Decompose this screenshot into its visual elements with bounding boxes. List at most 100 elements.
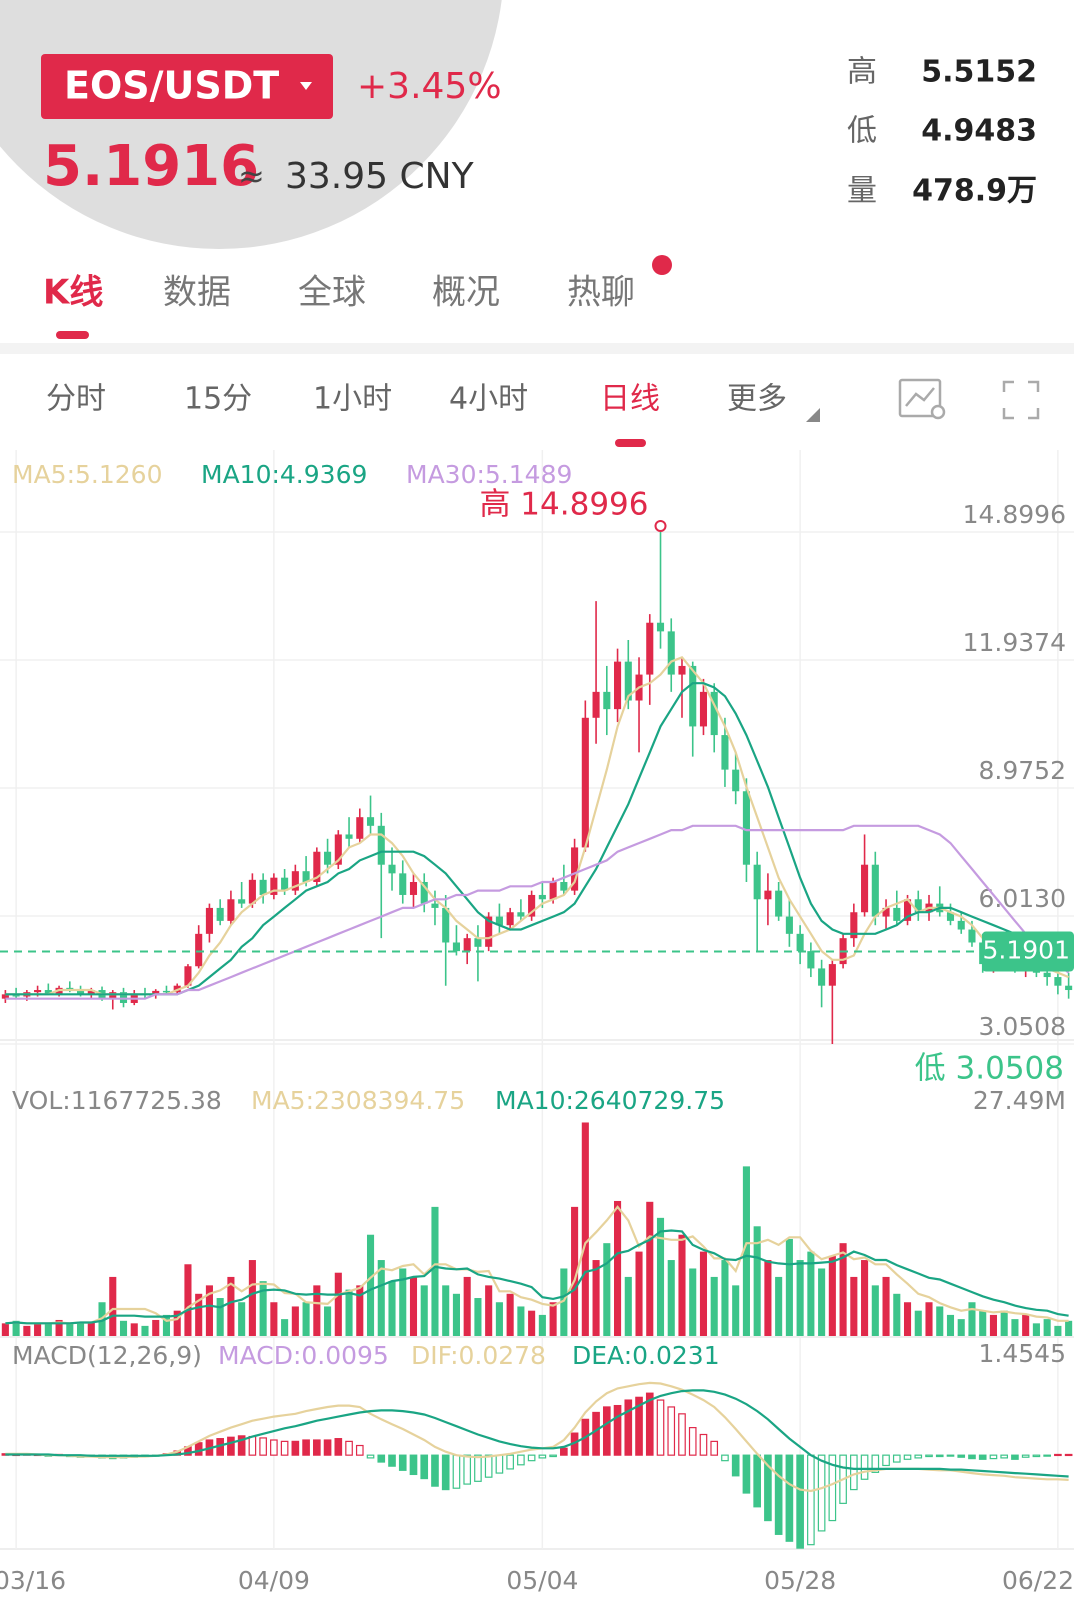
macd-bar bbox=[313, 1439, 321, 1456]
y-tick-label: 1.4545 bbox=[979, 1339, 1066, 1368]
macd-bar bbox=[355, 1444, 364, 1456]
volume-bar bbox=[259, 1281, 267, 1336]
volume-bar bbox=[764, 1260, 772, 1336]
tab-indicator bbox=[56, 331, 89, 339]
candle-body bbox=[366, 817, 375, 826]
tab[interactable]: 数据 bbox=[163, 273, 231, 313]
volume-bar bbox=[442, 1285, 450, 1336]
volume-bar bbox=[302, 1302, 310, 1336]
volume-bar bbox=[388, 1281, 396, 1336]
candle-body bbox=[560, 881, 568, 891]
y-tick-label: 11.9374 bbox=[963, 628, 1066, 657]
candle-body bbox=[495, 916, 503, 926]
candle-body bbox=[119, 992, 128, 1003]
macd-bar bbox=[860, 1454, 869, 1480]
candle-body bbox=[796, 933, 804, 952]
y-tick-label: 27.49M bbox=[973, 1086, 1066, 1115]
volume-bar bbox=[807, 1251, 815, 1336]
macd-bar bbox=[688, 1427, 697, 1456]
header-backdrop bbox=[0, 0, 502, 249]
volume-bar bbox=[528, 1310, 536, 1336]
macd-bar bbox=[1054, 1453, 1062, 1457]
stat-value: 5.5152 bbox=[921, 55, 1037, 90]
macd-bar bbox=[1011, 1454, 1019, 1460]
candle-body bbox=[485, 916, 493, 947]
tab[interactable]: 热聊 bbox=[567, 273, 635, 313]
indicator-settings-icon[interactable] bbox=[898, 378, 946, 420]
pair-selector[interactable] bbox=[41, 54, 333, 119]
volume-bar bbox=[1, 1323, 9, 1336]
macd-bar bbox=[989, 1454, 998, 1460]
x-tick-label: 05/28 bbox=[764, 1566, 836, 1595]
volume-bar bbox=[109, 1276, 117, 1336]
macd-bar bbox=[613, 1404, 622, 1456]
candle-body bbox=[882, 907, 890, 917]
interval[interactable]: 日线 bbox=[600, 382, 660, 417]
macd-bar bbox=[667, 1406, 676, 1456]
volume-bar bbox=[581, 1122, 589, 1336]
macd-bar bbox=[538, 1454, 547, 1459]
macd-bar bbox=[645, 1392, 654, 1456]
candle-body bbox=[44, 990, 52, 994]
interval[interactable]: 15分 bbox=[184, 382, 252, 417]
candle-body bbox=[324, 851, 332, 865]
volume-bar bbox=[152, 1319, 160, 1336]
interval[interactable]: 更多 bbox=[727, 382, 787, 417]
macd-bar bbox=[828, 1454, 837, 1522]
macd-bar bbox=[850, 1454, 858, 1491]
volume-bar bbox=[785, 1238, 793, 1336]
volume-bar bbox=[721, 1260, 729, 1336]
stat-value: 4.9483 bbox=[921, 114, 1037, 149]
volume-bar bbox=[979, 1310, 987, 1336]
macd-bar bbox=[409, 1454, 418, 1476]
candle-body bbox=[667, 631, 675, 675]
macd-bar bbox=[398, 1454, 407, 1471]
macd-bar bbox=[388, 1454, 396, 1467]
legend-entry: DEA:0.0231 bbox=[572, 1341, 720, 1370]
candle-body bbox=[775, 890, 783, 917]
interval[interactable]: 4小时 bbox=[449, 382, 528, 417]
macd-bar bbox=[474, 1454, 482, 1482]
stat-value: 478.9万 bbox=[912, 174, 1037, 209]
candle-body bbox=[721, 735, 729, 770]
macd-bar bbox=[334, 1438, 343, 1456]
tab[interactable]: 概况 bbox=[432, 273, 500, 313]
pair-name[interactable]: EOS/USDT bbox=[64, 64, 279, 108]
macd-bar bbox=[892, 1454, 901, 1463]
candle-body bbox=[248, 879, 256, 904]
macd-bar bbox=[710, 1440, 719, 1456]
candle-body bbox=[270, 877, 278, 895]
volume-bar bbox=[818, 1268, 826, 1336]
legend-entry: MACD:0.0095 bbox=[218, 1341, 389, 1370]
x-tick-label: 06/22 bbox=[1002, 1566, 1074, 1595]
legend-entry: MA5:2308394.75 bbox=[251, 1086, 465, 1115]
legend-entry: MA10:2640729.75 bbox=[495, 1086, 725, 1115]
volume-bar bbox=[173, 1310, 181, 1336]
stat-label: 量 bbox=[847, 174, 877, 209]
candle-body bbox=[388, 864, 396, 874]
candle-body bbox=[850, 912, 858, 939]
x-tick-label: 05/04 bbox=[506, 1566, 578, 1595]
macd-bar bbox=[785, 1454, 794, 1542]
interval[interactable]: 1小时 bbox=[313, 382, 392, 417]
macd-bar bbox=[377, 1454, 386, 1463]
macd-bar bbox=[925, 1454, 933, 1458]
candle-body bbox=[420, 881, 428, 904]
candle-body bbox=[1054, 977, 1062, 986]
volume-bar bbox=[753, 1226, 761, 1336]
candle-body bbox=[184, 966, 192, 986]
volume-bar bbox=[345, 1289, 353, 1336]
interval-indicator bbox=[615, 439, 646, 447]
volume-bar bbox=[914, 1310, 922, 1336]
volume-bar bbox=[517, 1306, 525, 1336]
volume-bar bbox=[1065, 1320, 1073, 1336]
macd-bar bbox=[506, 1454, 514, 1470]
candle-body bbox=[656, 622, 665, 632]
volume-bar bbox=[77, 1321, 85, 1336]
macd-bar bbox=[270, 1439, 278, 1456]
fullscreen-icon[interactable] bbox=[1002, 380, 1040, 420]
interval[interactable]: 分时 bbox=[46, 382, 106, 417]
volume-bar bbox=[420, 1285, 428, 1336]
tab[interactable]: 全球 bbox=[298, 273, 366, 313]
tab[interactable]: K线 bbox=[43, 273, 103, 313]
